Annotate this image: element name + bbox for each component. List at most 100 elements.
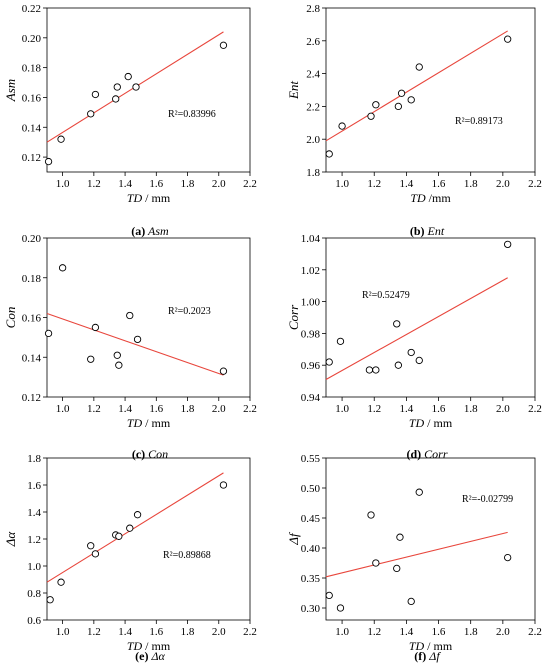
panel-caption-name: Δα — [148, 649, 165, 663]
data-point — [396, 533, 404, 541]
x-tick-label: 1.0 — [335, 403, 349, 415]
y-tick-label: 0.18 — [22, 273, 42, 285]
panel-c: 1.0 1.2 1.4 1.6 1.8 2.0 2.2 0.12 0.14 0.16 0.18 0.2… — [3, 233, 257, 461]
data-point — [372, 366, 380, 374]
data-point — [46, 596, 54, 604]
data-point — [57, 135, 65, 143]
data-point — [367, 511, 375, 519]
plot-frame — [325, 457, 536, 621]
x-tick-label: 1.6 — [149, 403, 163, 415]
panel-caption: (e) Δα — [135, 649, 165, 663]
x-tick-label: 2.0 — [496, 403, 510, 415]
x-axis-label-var: TD — [127, 639, 143, 653]
y-tick-label: 1.4 — [27, 507, 41, 519]
y-axis-label: Corr — [286, 304, 301, 330]
data-point — [132, 83, 140, 91]
data-point — [219, 41, 228, 49]
y-tick-label: 1.8 — [27, 453, 41, 465]
plot-frame — [46, 7, 251, 173]
x-axis-label: TD /mm — [410, 191, 451, 205]
data-point — [407, 597, 415, 606]
plot-frame — [46, 457, 251, 621]
panel-d: 1.0 1.2 1.4 1.6 1.8 2.0 2.2 0.94 0.96 0.98 1.00 1.0… — [286, 233, 542, 461]
plot-frame — [325, 237, 536, 398]
data-point — [372, 559, 380, 567]
data-point — [91, 90, 100, 99]
y-tick-label: 1.00 — [301, 297, 321, 309]
x-axis-label-unit: / mm — [142, 191, 171, 205]
panel-caption-letter: (b) — [410, 224, 425, 238]
x-tick-label: 1.4 — [400, 403, 414, 415]
x-axis-label-var: TD — [127, 191, 143, 205]
y-tick-label: 1.8 — [306, 167, 320, 179]
x-tick-label: 1.8 — [464, 178, 478, 190]
panel-caption-name: Con — [145, 447, 168, 461]
x-tick-label: 2.0 — [496, 178, 510, 190]
y-tick-label: 2.2 — [306, 101, 320, 113]
y-tick-label: 1.02 — [301, 265, 320, 277]
x-tick-label: 1.6 — [432, 178, 446, 190]
data-point — [44, 157, 53, 166]
r2-annotation: R²=0.52479 — [362, 290, 410, 301]
trend-line — [46, 472, 224, 583]
y-tick-label: 0.20 — [22, 233, 42, 245]
y-tick-label: 0.14 — [22, 122, 42, 134]
y-tick-label: 0.20 — [22, 33, 42, 45]
data-point — [394, 102, 402, 111]
y-tick-label: 0.6 — [27, 615, 41, 627]
r2-annotation: R²=0.89173 — [455, 116, 503, 127]
x-tick-label: 2.2 — [528, 403, 542, 415]
panel-caption: (f) Δf — [414, 649, 441, 663]
data-point — [133, 335, 142, 344]
plot-frame — [46, 237, 251, 398]
x-axis-label-var: TD — [127, 416, 143, 430]
y-tick-label: 0.45 — [301, 513, 321, 525]
data-point — [394, 361, 402, 369]
data-point — [393, 564, 401, 573]
data-point — [133, 511, 142, 519]
data-point — [87, 542, 95, 550]
r2-annotation: R²=0.89868 — [163, 550, 211, 561]
panel-caption-letter: (a) — [131, 224, 145, 238]
y-axis-label: Asm — [3, 79, 18, 102]
y-axis-label: Ent — [286, 81, 301, 100]
trend-line — [46, 313, 224, 376]
y-tick-label: 0.30 — [301, 603, 321, 615]
x-axis-label-var: TD — [409, 639, 425, 653]
x-tick-label: 1.2 — [87, 403, 101, 415]
x-tick-label: 1.6 — [432, 626, 446, 638]
data-point — [219, 367, 228, 375]
data-point — [336, 604, 345, 612]
x-tick-label: 2.0 — [212, 626, 226, 638]
trend-line — [325, 531, 508, 578]
y-tick-label: 1.0 — [27, 561, 41, 573]
panel-caption-letter: (d) — [406, 447, 421, 461]
y-tick-label: 0.16 — [22, 92, 42, 104]
x-axis-label: TD / mm — [127, 639, 171, 653]
y-tick-label: 0.55 — [301, 453, 321, 465]
panel-caption-name: Corr — [421, 447, 448, 461]
data-point — [58, 264, 67, 272]
y-tick-label: 0.22 — [22, 3, 41, 15]
x-tick-label: 1.8 — [181, 403, 195, 415]
data-point — [124, 72, 132, 81]
x-tick-label: 1.4 — [118, 403, 132, 415]
y-axis-label: Δf — [286, 531, 301, 546]
x-tick-label: 1.0 — [335, 178, 349, 190]
x-tick-label: 2.0 — [212, 178, 226, 190]
data-point — [44, 329, 53, 338]
data-point — [393, 320, 401, 328]
trend-line — [325, 277, 508, 380]
y-tick-label: 2.8 — [306, 3, 320, 15]
x-axis-label-unit: / mm — [142, 639, 171, 653]
data-point — [113, 83, 121, 91]
data-point — [87, 355, 95, 363]
data-point — [115, 361, 123, 369]
panel-caption: (c) Con — [132, 447, 168, 461]
r2-annotation: R²=-0.02799 — [462, 494, 513, 505]
panel-caption-letter: (c) — [132, 447, 145, 461]
y-axis-label: Δα — [3, 531, 18, 548]
y-tick-label: 0.12 — [22, 392, 41, 404]
y-tick-label: 0.12 — [22, 152, 41, 164]
data-point — [325, 591, 333, 600]
